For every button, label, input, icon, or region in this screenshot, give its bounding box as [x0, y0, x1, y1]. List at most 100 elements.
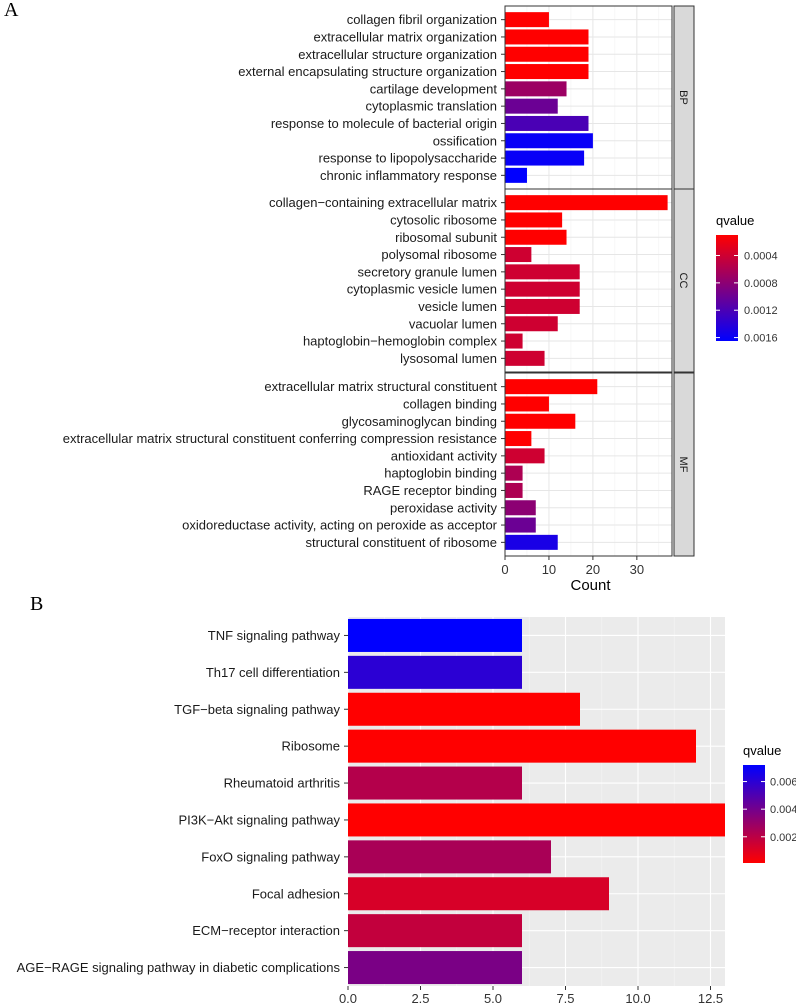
bar	[505, 115, 589, 131]
category-label: extracellular matrix structural constitu…	[264, 379, 497, 394]
x-tick-label: 20	[586, 562, 600, 577]
panel-a-label: A	[4, 0, 19, 21]
category-label: extracellular structure organization	[298, 47, 497, 62]
category-label: response to molecule of bacterial origin	[271, 116, 497, 131]
category-label: secretory granule lumen	[358, 264, 497, 279]
legend-tick-label: 0.006	[770, 777, 796, 789]
x-tick-label: 12.5	[698, 991, 723, 1006]
bar	[505, 264, 580, 280]
bar	[505, 379, 598, 395]
legend-colorbar	[743, 765, 765, 863]
category-label: cytosolic ribosome	[390, 212, 497, 227]
category-label: ECM−receptor interaction	[192, 923, 340, 938]
category-label: haptoglobin binding	[384, 466, 497, 481]
x-tick-label: 2.5	[411, 991, 429, 1006]
x-tick-label: 0.0	[339, 991, 357, 1006]
bar	[505, 350, 545, 366]
facet-strip-label: CC	[677, 273, 689, 289]
category-label: cytoplasmic vesicle lumen	[347, 282, 497, 297]
category-label: lysosomal lumen	[400, 351, 497, 366]
bar	[348, 803, 725, 837]
bar	[505, 333, 523, 349]
x-tick-label: 5.0	[484, 991, 502, 1006]
category-label: TNF signaling pathway	[208, 628, 341, 643]
bar	[505, 195, 668, 211]
panel-b-kegg-chart: TNF signaling pathway Th17 cell different…	[17, 617, 796, 1006]
facet-border	[504, 372, 673, 557]
category-label: FoxO signaling pathway	[201, 849, 340, 864]
bar	[505, 431, 532, 447]
category-label: cytoplasmic translation	[366, 99, 498, 114]
x-tick-label: 0	[501, 562, 508, 577]
facet-border	[504, 188, 673, 373]
bar	[505, 413, 576, 429]
category-label: chronic inflammatory response	[320, 168, 497, 183]
facet-strip	[673, 372, 695, 557]
bar	[505, 81, 567, 97]
legend-tick-label: 0.0016	[744, 333, 778, 345]
legend-tick-label: 0.0004	[744, 251, 778, 263]
bar	[505, 167, 527, 183]
bar	[505, 316, 558, 332]
bar	[505, 98, 558, 114]
bar	[505, 482, 523, 498]
bar	[348, 914, 522, 948]
bar	[505, 396, 549, 412]
bar	[505, 133, 593, 149]
x-tick-label: 7.5	[556, 991, 574, 1006]
category-label: Th17 cell differentiation	[206, 665, 340, 680]
category-label: haptoglobin−hemoglobin complex	[303, 334, 498, 349]
panel-b-label: B	[30, 593, 43, 615]
bar	[505, 281, 580, 297]
bar	[348, 840, 551, 874]
bar	[505, 12, 549, 28]
bar	[348, 877, 609, 911]
category-label: vesicle lumen	[418, 299, 497, 314]
legend-tick-label: 0.0012	[744, 305, 778, 317]
category-label: extracellular matrix organization	[313, 29, 497, 44]
bar	[505, 29, 589, 45]
x-tick-label: 10	[542, 562, 556, 577]
bar	[505, 247, 532, 263]
x-tick-label: 10.0	[625, 991, 650, 1006]
category-label: external encapsulating structure organiz…	[238, 64, 497, 79]
bar	[348, 729, 696, 763]
category-label: vacuolar lumen	[409, 316, 497, 331]
facet-strip-label: MF	[677, 457, 689, 473]
legend-title: qvalue	[743, 743, 781, 758]
category-label: Focal adhesion	[252, 886, 340, 901]
bar	[348, 655, 522, 689]
bar	[505, 212, 563, 228]
category-label: Rheumatoid arthritis	[224, 776, 341, 791]
category-label: PI3K−Akt signaling pathway	[178, 812, 340, 827]
bar	[505, 150, 585, 166]
category-label: glycosaminoglycan binding	[342, 414, 497, 429]
category-label: extracellular matrix structural constitu…	[63, 431, 497, 446]
category-label: structural constituent of ribosome	[306, 535, 497, 550]
category-label: cartilage development	[370, 81, 498, 96]
category-label: antioxidant activity	[391, 448, 498, 463]
category-label: collagen−containing extracellular matrix	[269, 195, 497, 210]
bar	[505, 46, 589, 62]
category-label: oxidoreductase activity, acting on perox…	[182, 518, 497, 533]
bar	[348, 766, 522, 800]
category-label: RAGE receptor binding	[363, 483, 497, 498]
bar	[348, 692, 580, 726]
bar	[505, 517, 536, 533]
bar	[505, 465, 523, 481]
category-label: polysomal ribosome	[381, 247, 497, 262]
panel-a-go-chart: collagen fibril organization extracellula…	[63, 5, 778, 594]
legend-colorbar	[716, 235, 738, 341]
facet-strip-label: BP	[677, 90, 689, 105]
bar	[505, 229, 567, 245]
category-label: ribosomal subunit	[395, 230, 497, 245]
legend-title: qvalue	[716, 213, 754, 228]
bar	[505, 448, 545, 464]
x-tick-label: 30	[630, 562, 644, 577]
bar	[505, 298, 580, 314]
category-label: TGF−beta signaling pathway	[174, 702, 340, 717]
bar	[348, 951, 522, 985]
legend-tick-label: 0.0008	[744, 278, 778, 290]
legend-tick-label: 0.004	[770, 804, 796, 816]
